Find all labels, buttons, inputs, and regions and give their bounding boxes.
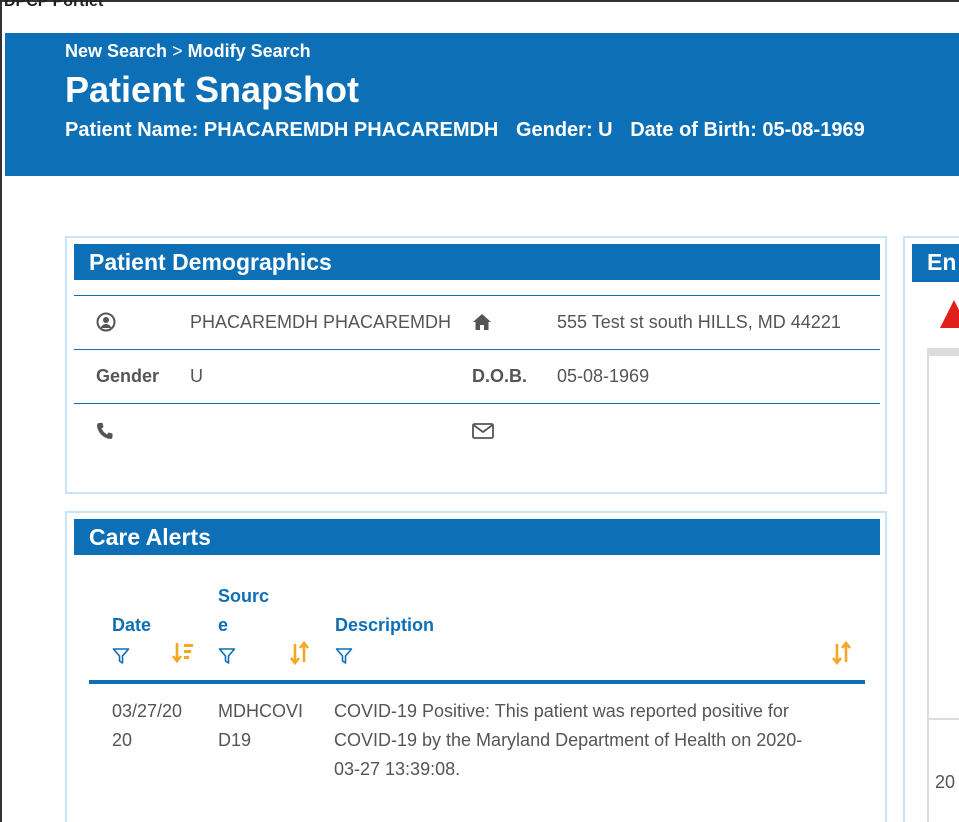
date-sort-desc-icon[interactable] — [171, 641, 194, 665]
portlet-title: DPCP Portlet — [4, 0, 104, 10]
alert-description-line3: 03-27 13:39:08. — [334, 759, 461, 779]
description-sort-icon[interactable] — [831, 640, 853, 666]
alert-description-line1: COVID-19 Positive: This patient was repo… — [334, 701, 789, 721]
column-header-date[interactable]: Date — [112, 615, 152, 635]
demographics-heading: Patient Demographics — [74, 244, 880, 280]
dob-value: 05-08-1969 — [557, 366, 650, 386]
breadcrumb-separator: > — [172, 41, 183, 61]
home-icon — [472, 313, 492, 336]
patient-address: 555 Test st south HILLS, MD 44221 — [557, 312, 841, 332]
encounters-cell: 20 — [935, 772, 956, 792]
patient-dob: Date of Birth: 05-08-1969 — [630, 119, 865, 141]
warning-icon — [940, 300, 959, 328]
user-circle-icon — [96, 312, 116, 337]
care-alerts-heading: Care Alerts — [74, 519, 880, 555]
demographics-row-gender: Gender U D.O.B. 05-08-1969 — [74, 349, 880, 403]
gender-value: U — [190, 366, 203, 386]
window-left-border — [0, 0, 2, 822]
breadcrumb: New Search > Modify Search — [65, 41, 311, 62]
care-alerts-card: Care Alerts Date Sourc e Description 03/… — [65, 511, 887, 822]
page-header: New Search > Modify Search Patient Snaps… — [5, 33, 959, 176]
gender-label: Gender — [96, 366, 160, 386]
modify-search-link[interactable]: Modify Search — [187, 41, 311, 61]
new-search-link[interactable]: New Search — [65, 41, 168, 61]
column-header-source-line2: e — [218, 615, 229, 635]
dob-label: D.O.B. — [472, 366, 528, 386]
patient-summary: Patient Name: PHACAREMDH PHACAREMDH Gend… — [65, 119, 877, 142]
column-header-description[interactable]: Description — [335, 615, 435, 635]
source-filter-icon[interactable] — [218, 647, 236, 665]
description-filter-icon[interactable] — [335, 647, 353, 665]
alert-description: COVID-19 Positive: This patient was repo… — [334, 697, 854, 784]
encounters-card: En 20 — [903, 236, 959, 822]
encounters-table — [927, 348, 959, 822]
alert-source-line2: D19 — [218, 730, 252, 750]
alert-date-line1: 03/27/20 — [112, 701, 183, 721]
alert-description-line2: COVID-19 by the Maryland Department of H… — [334, 730, 803, 750]
source-sort-icon[interactable] — [289, 640, 311, 666]
alert-source-line1: MDHCOVI — [218, 701, 303, 721]
column-header-source-line1: Sourc — [218, 586, 270, 606]
patient-name: Patient Name: PHACAREMDH PHACAREMDH — [65, 119, 499, 141]
column-header-source[interactable]: Sourc e — [218, 582, 269, 640]
envelope-icon[interactable] — [472, 423, 494, 444]
table-header-rule — [89, 680, 865, 684]
patient-gender: Gender: U — [515, 119, 613, 141]
phone-icon — [96, 422, 114, 445]
demographics-row-contact — [74, 403, 880, 457]
patient-full-name: PHACAREMDH PHACAREMDH — [190, 312, 452, 332]
alert-date: 03/27/20 20 — [112, 697, 182, 755]
page-title: Patient Snapshot — [65, 69, 360, 110]
alert-date-line2: 20 — [112, 730, 133, 750]
alert-source: MDHCOVI D19 — [218, 697, 303, 755]
date-filter-icon[interactable] — [112, 647, 130, 665]
encounters-heading: En — [912, 244, 959, 282]
window-top-border — [0, 0, 959, 2]
demographics-row-name: PHACAREMDH PHACAREMDH 555 Test st south … — [74, 295, 880, 349]
patient-demographics-card: Patient Demographics PHACAREMDH PHACAREM… — [65, 236, 887, 494]
encounters-table-divider — [929, 718, 959, 720]
